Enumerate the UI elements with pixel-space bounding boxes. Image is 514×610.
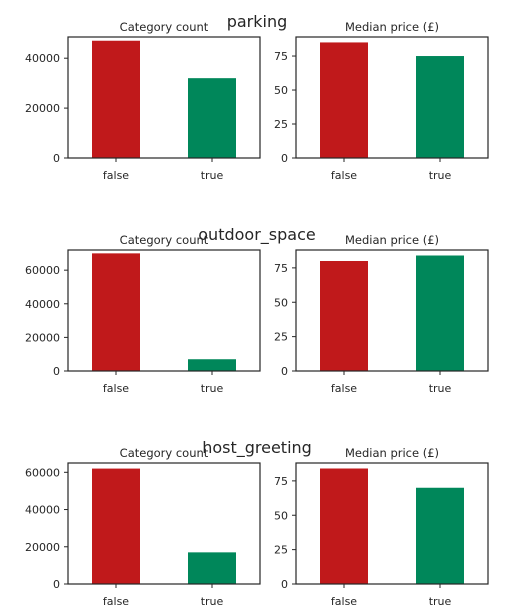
bar-false: [92, 469, 140, 584]
y-tick-label: 75: [274, 475, 288, 488]
x-tick-label: true: [429, 169, 452, 182]
x-tick-label: false: [331, 169, 357, 182]
panel-title: Category count: [120, 20, 209, 34]
bar-false: [92, 41, 140, 158]
x-tick-label: false: [103, 169, 129, 182]
y-tick-label: 50: [274, 296, 288, 309]
y-tick-label: 0: [53, 365, 60, 378]
y-tick-label: 25: [274, 544, 288, 557]
x-tick-label: true: [429, 382, 452, 395]
y-tick-label: 20000: [25, 541, 60, 554]
y-tick-label: 40000: [25, 52, 60, 65]
x-tick-label: false: [103, 595, 129, 608]
x-tick-label: true: [429, 595, 452, 608]
x-tick-label: true: [201, 169, 224, 182]
y-tick-label: 60000: [25, 466, 60, 479]
y-tick-label: 0: [281, 365, 288, 378]
section-title: host_greeting: [202, 438, 312, 458]
panel-title: Median price (£): [345, 20, 439, 34]
y-tick-label: 50: [274, 509, 288, 522]
section-title: parking: [227, 12, 288, 31]
bar-false: [320, 261, 368, 371]
bar-true: [416, 256, 464, 372]
panel-title: Median price (£): [345, 446, 439, 460]
bar-true: [188, 552, 236, 584]
x-tick-label: false: [331, 382, 357, 395]
bar-true: [188, 78, 236, 158]
bar-false: [320, 469, 368, 585]
bar-true: [188, 359, 236, 371]
y-tick-label: 0: [281, 578, 288, 591]
y-tick-label: 0: [53, 152, 60, 165]
section-title: outdoor_space: [198, 225, 315, 245]
y-tick-label: 20000: [25, 102, 60, 115]
bar-false: [92, 253, 140, 371]
x-tick-label: true: [201, 382, 224, 395]
x-tick-label: true: [201, 595, 224, 608]
y-tick-label: 25: [274, 118, 288, 131]
y-tick-label: 40000: [25, 504, 60, 517]
bar-false: [320, 42, 368, 158]
y-tick-label: 75: [274, 262, 288, 275]
y-tick-label: 0: [281, 152, 288, 165]
panel-title: Category count: [120, 446, 209, 460]
x-tick-label: false: [331, 595, 357, 608]
y-tick-label: 50: [274, 84, 288, 97]
x-tick-label: false: [103, 382, 129, 395]
y-tick-label: 40000: [25, 298, 60, 311]
panel-title: Median price (£): [345, 233, 439, 247]
panel-title: Category count: [120, 233, 209, 247]
y-tick-label: 75: [274, 50, 288, 63]
y-tick-label: 0: [53, 578, 60, 591]
bar-true: [416, 56, 464, 158]
bar-true: [416, 488, 464, 584]
y-tick-label: 20000: [25, 331, 60, 344]
y-tick-label: 25: [274, 331, 288, 344]
y-tick-label: 60000: [25, 264, 60, 277]
